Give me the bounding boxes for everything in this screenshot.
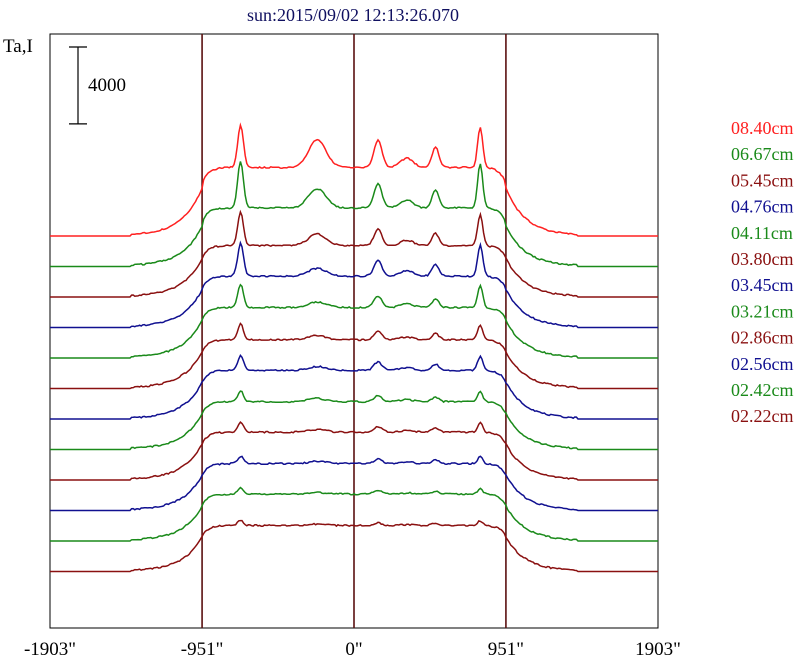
legend-entry-4: 04.11cm xyxy=(731,223,793,243)
x-tick-label-0: -1903" xyxy=(24,639,76,660)
legend-entry-3: 04.76cm xyxy=(731,197,794,217)
series-line-04.11cm xyxy=(50,283,658,359)
series-line-06.67cm xyxy=(50,161,658,268)
chart-title: sun:2015/09/02 12:13:26.070 xyxy=(247,5,459,25)
legend-entry-0: 08.40cm xyxy=(731,118,794,138)
y-axis-label: Ta,I xyxy=(3,36,33,57)
legend-entry-8: 02.86cm xyxy=(731,328,794,348)
series-line-02.56cm xyxy=(50,455,658,512)
legend-entry-7: 03.21cm xyxy=(731,301,794,321)
series-line-03.80cm xyxy=(50,322,658,390)
series-line-02.42cm xyxy=(50,486,658,542)
x-tick-label-2: 0" xyxy=(345,639,362,660)
legend-entry-11: 02.22cm xyxy=(731,406,794,426)
x-tick-label-3: 951" xyxy=(488,639,524,660)
scale-bar-label: 4000 xyxy=(88,75,126,96)
series-line-02.22cm xyxy=(50,519,658,573)
legend-entry-5: 03.80cm xyxy=(731,249,794,269)
x-tick-label-4: 1903" xyxy=(635,639,681,660)
series-line-03.45cm xyxy=(50,354,658,420)
legend-entry-2: 05.45cm xyxy=(731,170,794,190)
legend-entry-10: 02.42cm xyxy=(731,380,794,400)
series-line-05.45cm xyxy=(50,209,658,298)
series-line-03.21cm xyxy=(50,390,658,451)
x-tick-label-1: -951" xyxy=(181,639,224,660)
legend-entry-9: 02.56cm xyxy=(731,354,794,374)
legend-entry-1: 06.67cm xyxy=(731,144,794,164)
series-line-08.40cm xyxy=(50,122,658,237)
series-line-04.76cm xyxy=(50,240,658,329)
legend-entry-6: 03.45cm xyxy=(731,275,794,295)
series-line-02.86cm xyxy=(50,420,658,481)
